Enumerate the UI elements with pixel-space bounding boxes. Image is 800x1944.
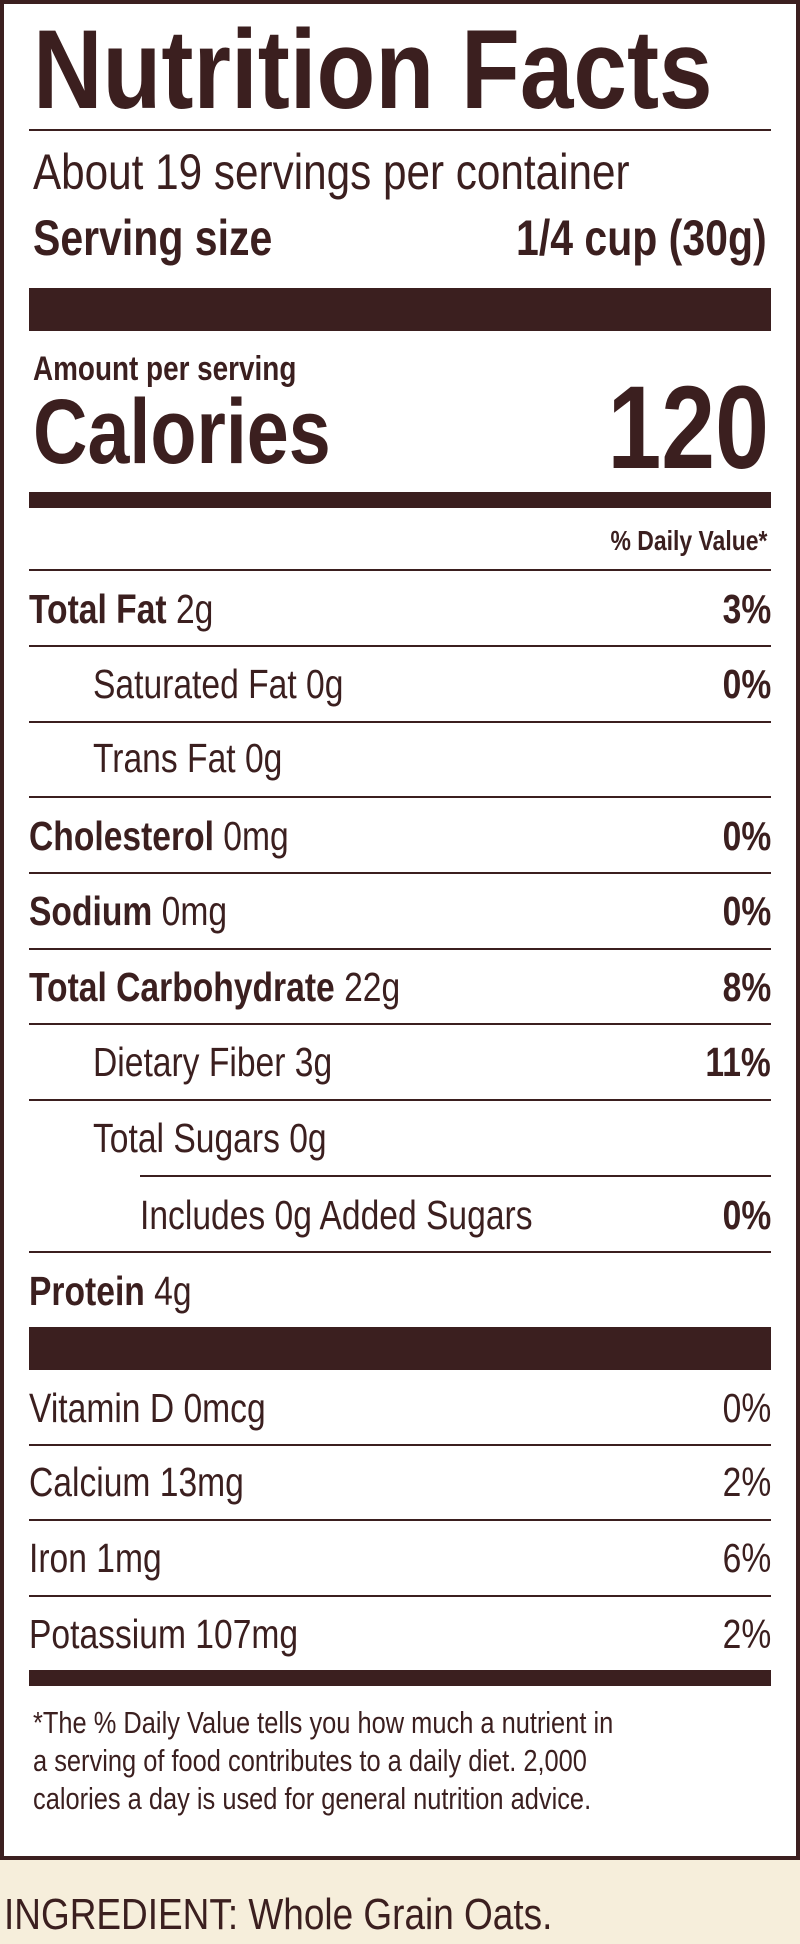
amount-per-serving: Amount per serving — [33, 350, 297, 388]
serving-size-value: 1/4 cup (30g) — [516, 210, 767, 266]
nutrient-row-added-sugars: Includes 0g Added Sugars 0% — [140, 1192, 771, 1238]
medium-bar — [29, 1670, 771, 1686]
servings-per-container: About 19 servings per container — [33, 144, 630, 200]
daily-value-header: % Daily Value* — [610, 525, 767, 556]
nutrient-row-total-sugars: Total Sugars 0g — [93, 1115, 327, 1161]
vitamin-row-vitamin-d: Vitamin D 0mcg 0% — [29, 1385, 771, 1431]
nutrient-row-dietary-fiber: Dietary Fiber 3g 11% — [93, 1039, 771, 1085]
vitamin-row-iron: Iron 1mg 6% — [29, 1535, 771, 1581]
nutrient-row-cholesterol: Cholesterol 0mg 0% — [29, 813, 771, 859]
vitamin-row-calcium: Calcium 13mg 2% — [29, 1459, 771, 1505]
thick-bar — [29, 1327, 771, 1370]
divider — [29, 129, 771, 131]
ingredients: INGREDIENT: Whole Grain Oats. — [4, 1890, 553, 1939]
nutrient-row-total-fat: Total Fat 2g 3% — [29, 586, 771, 632]
nutrient-row-trans-fat: Trans Fat 0g — [93, 735, 283, 781]
nutrient-row-protein: Protein 4g — [29, 1268, 192, 1314]
calories-label: Calories — [33, 381, 331, 483]
calories-value: 120 — [607, 362, 769, 494]
medium-bar — [29, 492, 771, 508]
serving-size-label: Serving size — [33, 210, 273, 266]
vitamin-row-potassium: Potassium 107mg 2% — [29, 1611, 771, 1657]
nutrient-row-sodium: Sodium 0mg 0% — [29, 888, 771, 934]
title: Nutrition Facts — [33, 7, 713, 132]
nutrient-row-total-carbohydrate: Total Carbohydrate 22g 8% — [29, 964, 771, 1010]
nutrient-row-saturated-fat: Saturated Fat 0g 0% — [93, 661, 771, 707]
footnote: *The % Daily Value tells you how much a … — [33, 1705, 614, 1816]
thick-bar — [29, 288, 771, 331]
